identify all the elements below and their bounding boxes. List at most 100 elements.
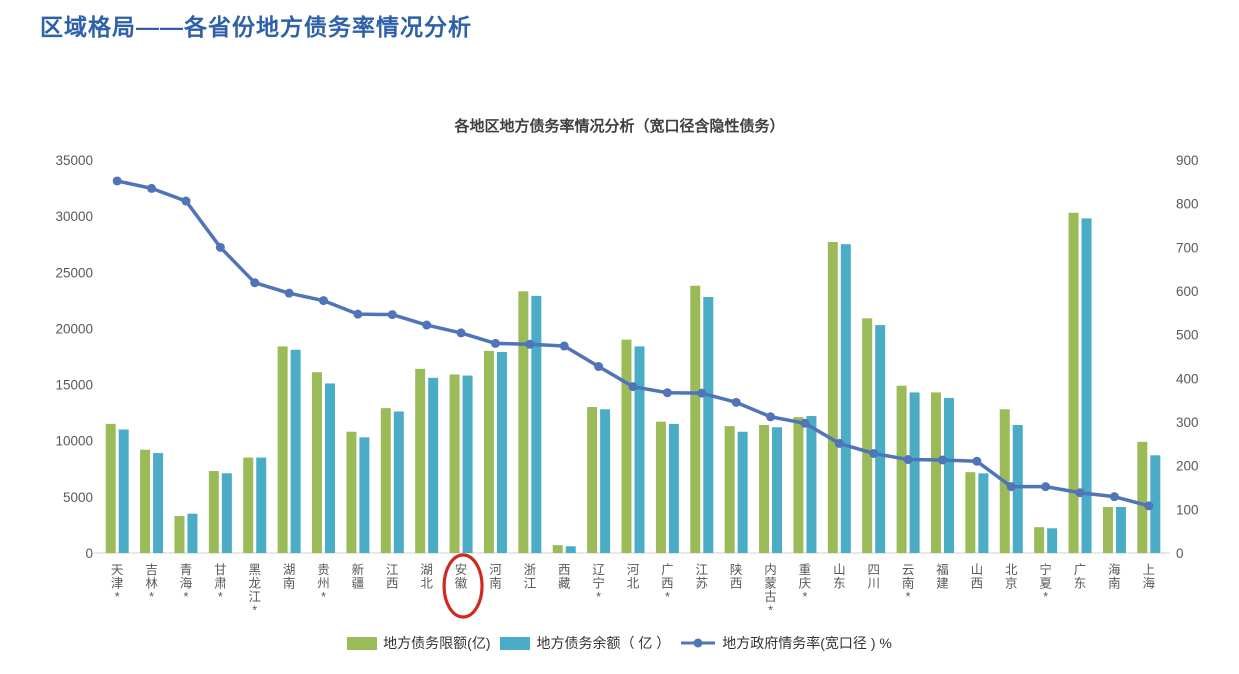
x-axis-label: 河北 (627, 563, 640, 591)
bar-debt-balance (221, 473, 232, 553)
x-axis-label: 辽宁* (592, 563, 605, 604)
legend-label-debt-limit: 地方债务限额(亿) (383, 635, 491, 651)
bar-debt-balance (290, 349, 301, 553)
bar-debt-balance (1081, 218, 1092, 554)
bar-debt-balance (187, 513, 198, 553)
bar-debt-limit (1068, 212, 1079, 553)
bar-debt-balance (875, 325, 886, 553)
legend-item-debt-balance: 地方债务余额（ 亿 ） (500, 633, 670, 653)
y-axis-left-label: 25000 (55, 265, 93, 280)
x-axis-label: 青海* (180, 563, 193, 604)
x-axis-label: 陕西 (730, 562, 743, 591)
bar-debt-limit (1102, 506, 1113, 553)
x-axis-label: 湖南 (283, 562, 296, 591)
bar-debt-limit (449, 374, 460, 553)
bar-debt-limit (690, 285, 701, 553)
bar-debt-limit (655, 421, 666, 553)
bar-debt-balance (393, 411, 404, 553)
y-axis-right-label: 400 (1176, 371, 1199, 386)
bar-debt-limit (552, 545, 563, 553)
bar-debt-limit (518, 291, 529, 553)
x-axis-label: 西藏 (558, 563, 571, 591)
x-axis-label: 河南 (489, 563, 502, 591)
debt-ratio-point (387, 310, 397, 320)
legend-swatch-debt-balance (500, 636, 531, 650)
y-axis-right-label: 200 (1176, 459, 1199, 474)
bar-debt-limit (724, 426, 735, 553)
x-axis-label: 黑龙江* (248, 563, 261, 618)
debt-ratio-point (250, 278, 260, 288)
bar-debt-limit (346, 431, 357, 553)
y-axis-right-label: 300 (1176, 415, 1199, 430)
bar-debt-limit (415, 368, 426, 553)
bar-debt-balance (703, 296, 714, 553)
legend-item-debt-ratio: 地方政府情务率(宽口径 ) % (680, 633, 892, 653)
bar-debt-balance (772, 427, 783, 553)
x-axis-label: 四川 (867, 563, 880, 591)
bar-debt-limit (277, 346, 288, 553)
debt-ratio-point (112, 176, 122, 186)
x-axis-label: 重庆* (799, 562, 812, 604)
y-axis-left-label: 5000 (63, 490, 93, 505)
legend: 地方债务限额(亿) 地方债务余额（ 亿 ） 地方政府情务率(宽口径 ) % (0, 633, 1239, 653)
bar-debt-limit (930, 392, 941, 553)
debt-ratio-point (834, 438, 844, 448)
y-axis-right-label: 100 (1176, 502, 1199, 517)
bar-debt-balance (118, 429, 129, 553)
x-axis-label: 安徽 (455, 562, 468, 591)
debt-ratio-point (903, 455, 913, 465)
x-axis-label: 云南* (902, 563, 915, 604)
debt-ratio-point (937, 455, 947, 465)
bar-debt-limit (759, 424, 770, 553)
bar-debt-limit (621, 339, 632, 553)
bar-debt-limit (1034, 527, 1045, 553)
x-axis-label: 宁夏* (1039, 562, 1052, 604)
y-axis-left-label: 15000 (55, 378, 93, 393)
x-axis-label: 甘肃* (214, 563, 227, 604)
bar-debt-balance (153, 453, 164, 553)
bar-debt-limit (312, 372, 323, 553)
debt-ratio-point (1041, 482, 1051, 492)
bar-debt-limit (105, 423, 116, 553)
debt-ratio-point (490, 338, 500, 348)
bar-debt-balance (1012, 424, 1023, 553)
bar-debt-limit (140, 449, 151, 553)
x-axis-label: 江西 (386, 563, 399, 591)
y-axis-left-label: 10000 (55, 434, 93, 449)
debt-ratio-point (525, 339, 535, 349)
bar-debt-limit (1137, 441, 1148, 553)
debt-ratio-point (731, 397, 741, 407)
bar-debt-limit (483, 350, 494, 553)
y-axis-right-label: 500 (1176, 328, 1199, 343)
debt-ratio-point (594, 362, 604, 372)
y-axis-right-label: 600 (1176, 284, 1199, 299)
debt-ratio-point (319, 296, 329, 306)
debt-ratio-point (147, 183, 157, 193)
debt-ratio-point (628, 382, 638, 392)
debt-ratio-point (800, 418, 810, 428)
debt-ratio-point (422, 320, 432, 330)
y-axis-right-label: 700 (1176, 240, 1199, 255)
bar-debt-balance (600, 409, 611, 553)
bar-debt-balance (943, 398, 954, 553)
debt-ratio-point (559, 341, 569, 351)
bar-debt-balance (909, 392, 920, 553)
debt-ratio-point (353, 309, 363, 319)
bar-debt-balance (668, 423, 679, 553)
bar-debt-balance (1047, 528, 1058, 553)
x-axis-label: 内蒙古* (764, 563, 777, 618)
y-axis-left-label: 30000 (55, 209, 93, 224)
debt-ratio-point (1075, 488, 1085, 498)
debt-ratio-line (115, 179, 1151, 508)
debt-ratio-point (869, 448, 879, 458)
y-axis-left-label: 0 (85, 546, 93, 561)
bar-debt-balance (634, 346, 645, 553)
x-axis-label: 新疆 (352, 562, 365, 591)
y-axis-right-label: 900 (1176, 153, 1199, 168)
bar-debt-balance (737, 431, 748, 553)
y-axis-right-label: 0 (1176, 546, 1184, 561)
bar-debt-limit (896, 385, 907, 553)
x-axis-label: 北京 (1005, 563, 1018, 591)
x-axis-label: 山东 (833, 563, 846, 591)
debt-ratio-point (662, 388, 672, 398)
